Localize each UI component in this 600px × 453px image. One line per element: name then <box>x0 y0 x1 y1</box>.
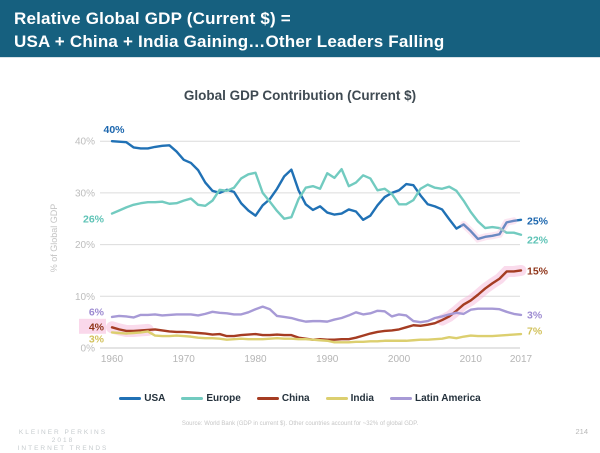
y-tick-label-0: 0% <box>81 344 96 355</box>
highlight-chip-china <box>79 318 106 334</box>
legend-label-latin-america: Latin America <box>414 392 481 404</box>
logo-line2: 2018 <box>51 437 75 444</box>
legend-swatch-usa <box>119 396 142 400</box>
highlight-over-usa-0 <box>460 217 518 243</box>
x-tick-label-2017: 2017 <box>510 354 533 365</box>
header-banner: Relative Global GDP (Current $) = USA + … <box>0 0 600 58</box>
kleiner-perkins-logo: KLEINER PERKINS 2018 INTERNET TRENDS <box>8 429 118 453</box>
chart-legend: USA Europe China India Latin America <box>0 390 600 406</box>
series-start-label-china: 4% <box>89 321 105 333</box>
legend-label-china: China <box>281 392 310 404</box>
legend-swatch-europe <box>181 396 204 400</box>
y-tick-label-40: 40% <box>75 137 95 148</box>
x-tick-label-1970: 1970 <box>173 354 196 365</box>
series-end-label-latin-america: 3% <box>527 309 543 321</box>
logo-line3: INTERNET TRENDS <box>17 445 109 452</box>
legend-label-india: India <box>350 392 374 404</box>
legend-swatch-india <box>325 396 348 400</box>
y-tick-label-30: 30% <box>75 188 95 199</box>
x-tick-label-1960: 1960 <box>101 354 124 365</box>
series-line-india <box>110 330 523 344</box>
source-note: Source: World Bank (GDP in current $). O… <box>181 421 419 427</box>
legend-item-china: China <box>256 392 310 404</box>
series-start-label-usa: 40% <box>103 124 125 136</box>
logo-line1: KLEINER PERKINS <box>18 429 108 436</box>
series-start-label-europe: 26% <box>83 213 105 225</box>
series-end-label-usa: 25% <box>527 215 549 227</box>
legend-swatch-china <box>256 396 279 400</box>
chart-title: Global GDP Contribution (Current $) <box>183 88 417 103</box>
legend-item-india: India <box>325 392 374 404</box>
legend-label-europe: Europe <box>206 392 241 404</box>
y-tick-label-20: 20% <box>75 240 95 251</box>
legend-label-usa: USA <box>144 392 166 404</box>
legend-item-europe: Europe <box>181 392 241 404</box>
y-axis-title: % of Global GDP <box>49 204 59 273</box>
series-start-label-india: 3% <box>89 334 105 346</box>
series-end-label-china: 15% <box>527 265 549 277</box>
series-line-usa <box>110 140 523 241</box>
series-start-label-latin-america: 6% <box>89 306 105 318</box>
x-tick-label-2000: 2000 <box>388 354 411 365</box>
x-tick-label-1980: 1980 <box>244 354 267 365</box>
legend-item-latin-america: Latin America <box>389 392 481 404</box>
series-line-europe <box>110 167 523 236</box>
series-line-latin-america <box>110 305 523 324</box>
series-end-label-europe: 22% <box>527 234 549 246</box>
x-tick-label-1990: 1990 <box>316 354 339 365</box>
series-end-label-india: 7% <box>527 325 543 337</box>
header-title-line1: Relative Global GDP (Current $) = <box>14 9 291 28</box>
header-title-line2: USA + China + India Gaining…Other Leader… <box>14 32 445 51</box>
x-tick-label-2010: 2010 <box>460 354 483 365</box>
y-tick-label-10: 10% <box>75 292 95 303</box>
page-number: 214 <box>575 427 588 436</box>
legend-item-usa: USA <box>119 393 165 404</box>
legend-swatch-latin-america <box>389 396 412 400</box>
gdp-line-chart: 0% 10% 20% 30% 40% 1960 1970 1980 1990 2000 2010 20… <box>49 124 549 365</box>
